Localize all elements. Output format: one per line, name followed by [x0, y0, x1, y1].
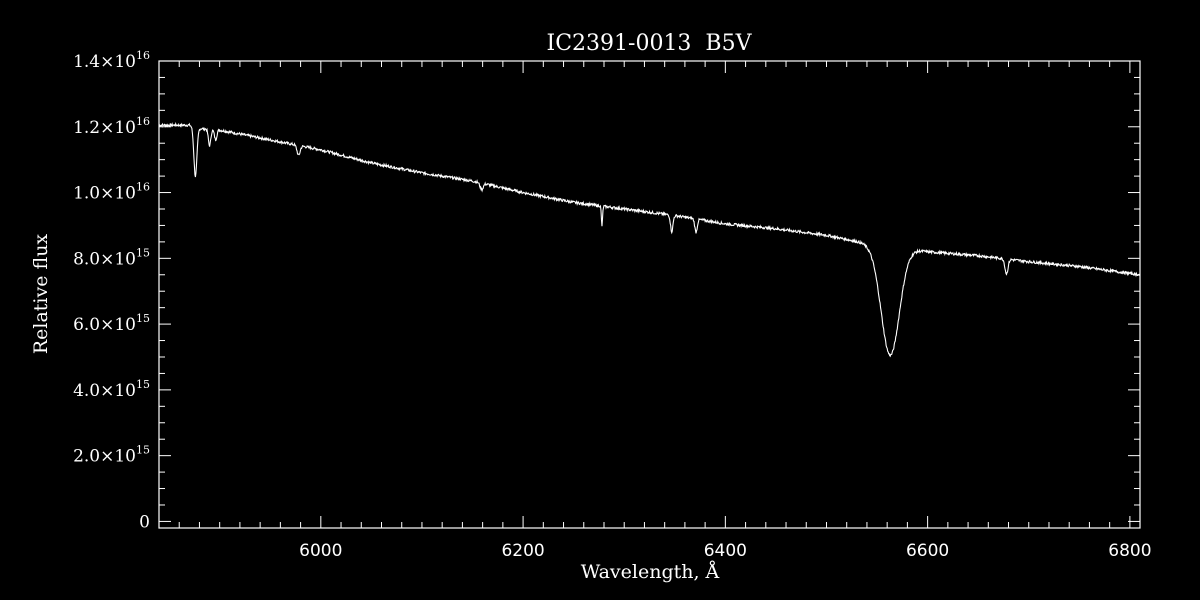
plot-border — [158, 60, 1141, 529]
y-tick-label: 4.0×1015 — [73, 378, 150, 401]
y-axis-ticks — [159, 60, 1140, 522]
y-tick-label: 1.2×1016 — [73, 115, 150, 138]
x-axis-label: Wavelength, Å — [581, 561, 720, 583]
y-tick-label: 2.0×1015 — [73, 444, 150, 467]
plot-frame — [158, 60, 1141, 529]
x-axis-ticks — [158, 61, 1131, 528]
x-tick-label: 6800 — [1108, 541, 1151, 561]
y-tick-label: 1.4×1016 — [73, 49, 150, 72]
chart-title: IC2391-0013 B5V — [547, 31, 753, 56]
x-tick-label: 6000 — [299, 541, 342, 561]
spectrum-series-line — [158, 121, 1141, 358]
x-axis-tick-labels: 6000 6200 6400 6600 6800 — [299, 541, 1151, 561]
x-tick-label: 6600 — [906, 541, 949, 561]
y-axis-tick-labels: 0 2.0×1015 4.0×1015 6.0×1015 8.0×1015 1.0×101… — [73, 49, 150, 532]
x-tick-label: 6200 — [501, 541, 544, 561]
y-tick-label: 6.0×1015 — [73, 312, 150, 335]
x-tick-label: 6400 — [704, 541, 747, 561]
y-tick-label: 8.0×1015 — [73, 246, 150, 269]
y-tick-label: 1.0×1016 — [73, 181, 150, 204]
y-tick-label: 0 — [139, 512, 150, 532]
y-axis-label: Relative flux — [30, 234, 52, 355]
